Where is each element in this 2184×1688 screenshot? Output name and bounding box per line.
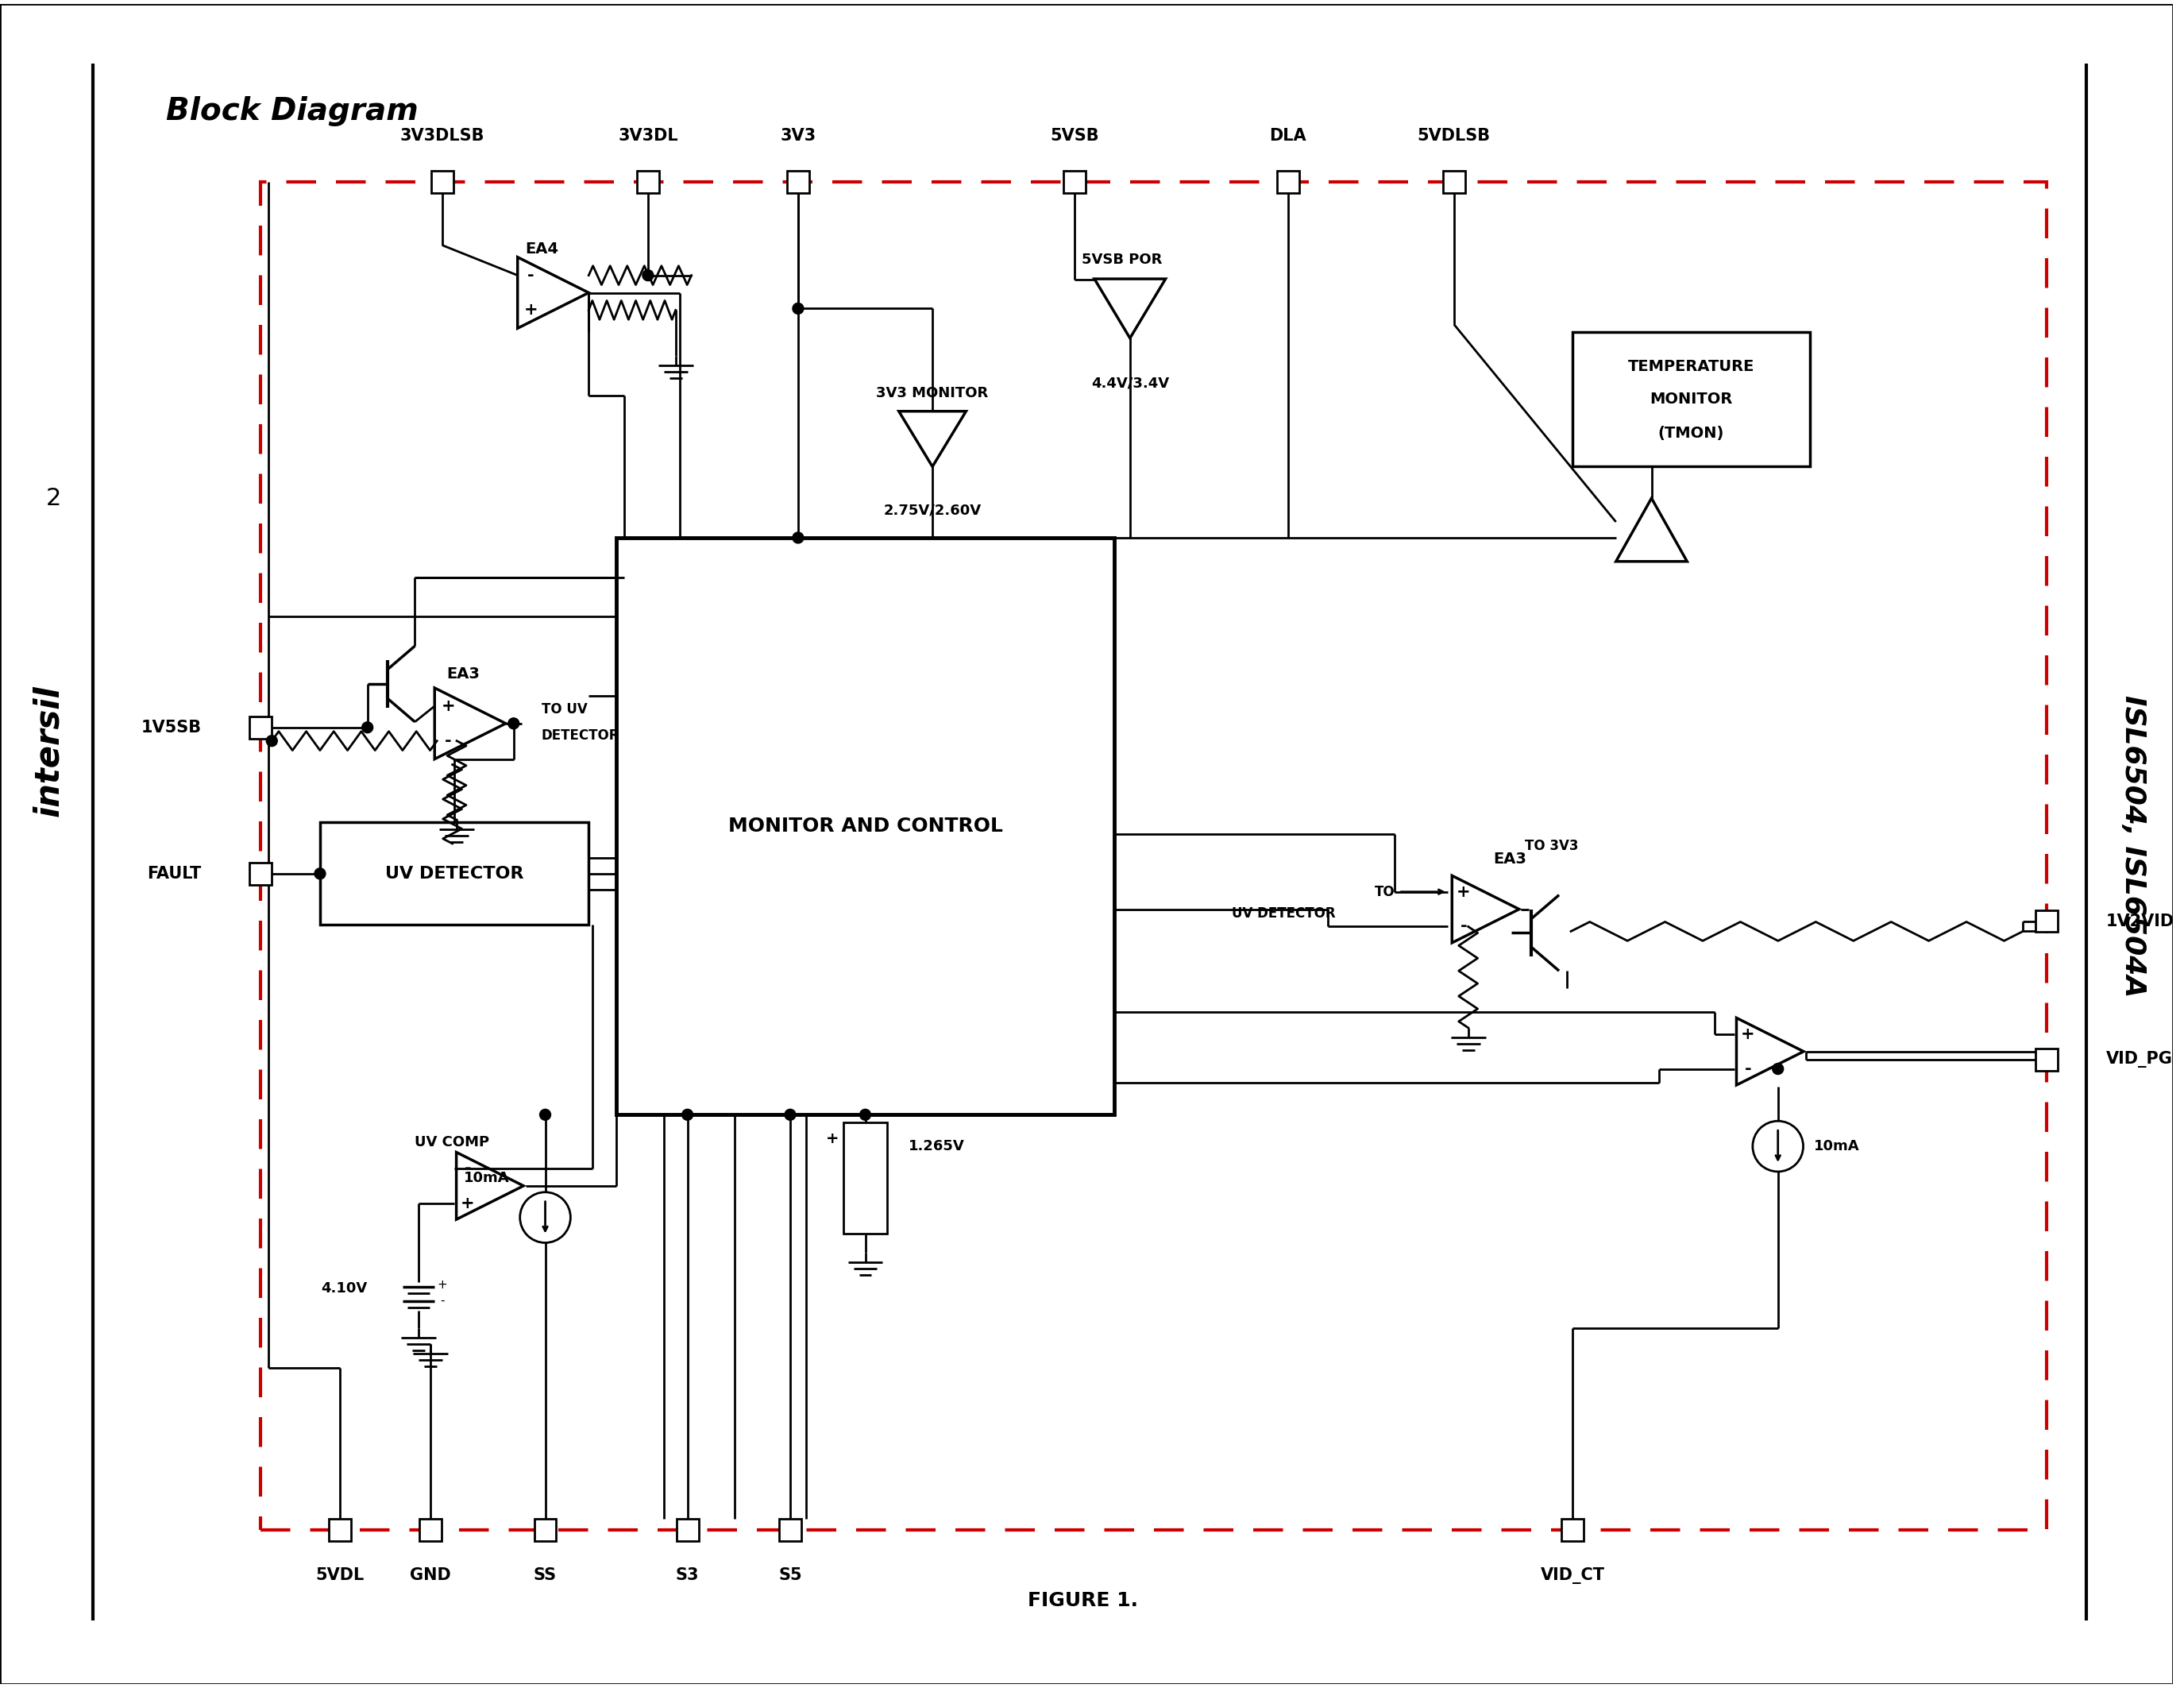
Text: MONITOR: MONITOR bbox=[1649, 392, 1732, 407]
Text: -: - bbox=[529, 267, 535, 284]
Text: 5VDL: 5VDL bbox=[314, 1568, 365, 1583]
Text: 5VDLSB: 5VDLSB bbox=[1417, 128, 1489, 143]
Text: +: + bbox=[441, 699, 454, 714]
Bar bbox=[321, 822, 590, 925]
Text: 5VSB POR: 5VSB POR bbox=[1081, 253, 1162, 267]
Text: TO UV: TO UV bbox=[542, 702, 587, 716]
Text: +: + bbox=[826, 1131, 839, 1146]
Text: -: - bbox=[1745, 1062, 1752, 1077]
Bar bbox=[419, 1519, 441, 1541]
Text: 2.75V/2.60V: 2.75V/2.60V bbox=[885, 503, 981, 517]
Bar bbox=[2035, 1048, 2057, 1070]
Bar bbox=[1444, 170, 1465, 192]
Text: GND: GND bbox=[411, 1568, 452, 1583]
Text: 3V3DLSB: 3V3DLSB bbox=[400, 128, 485, 143]
Circle shape bbox=[363, 722, 373, 733]
Text: DLA: DLA bbox=[1269, 128, 1306, 143]
Circle shape bbox=[793, 532, 804, 544]
Bar bbox=[1064, 170, 1085, 192]
Bar bbox=[786, 170, 808, 192]
Text: +: + bbox=[461, 1195, 474, 1212]
Text: 10mA: 10mA bbox=[1813, 1139, 1859, 1153]
Text: 3V3: 3V3 bbox=[780, 128, 817, 143]
Text: +: + bbox=[1741, 1026, 1756, 1041]
Text: (TMON): (TMON) bbox=[1658, 425, 1723, 441]
Circle shape bbox=[539, 1109, 550, 1121]
Bar bbox=[616, 538, 1114, 1114]
Text: +: + bbox=[1457, 885, 1470, 900]
Text: 5VSB: 5VSB bbox=[1051, 128, 1099, 143]
Text: 1V2VID: 1V2VID bbox=[2105, 913, 2175, 928]
Bar bbox=[1572, 333, 1811, 466]
Text: -: - bbox=[465, 1161, 472, 1177]
Text: 1V5SB: 1V5SB bbox=[142, 719, 201, 736]
Bar bbox=[1562, 1519, 1583, 1541]
Text: ISL6504, ISL6504A: ISL6504, ISL6504A bbox=[2121, 695, 2147, 998]
Text: -: - bbox=[446, 733, 452, 749]
Text: VID_CT: VID_CT bbox=[1540, 1566, 1605, 1583]
Bar bbox=[432, 170, 454, 192]
Circle shape bbox=[681, 1109, 692, 1121]
Circle shape bbox=[1773, 1063, 1784, 1074]
Text: TO: TO bbox=[1374, 885, 1396, 900]
Circle shape bbox=[860, 1109, 871, 1121]
Text: FIGURE 1.: FIGURE 1. bbox=[1026, 1592, 1138, 1610]
Text: DETECTOR: DETECTOR bbox=[542, 728, 620, 743]
Circle shape bbox=[784, 1109, 795, 1121]
Text: S3: S3 bbox=[675, 1568, 699, 1583]
Text: -: - bbox=[441, 1295, 446, 1307]
Text: S5: S5 bbox=[778, 1568, 802, 1583]
Circle shape bbox=[266, 736, 277, 746]
Text: 3V3DL: 3V3DL bbox=[618, 128, 677, 143]
Bar bbox=[535, 1519, 557, 1541]
Text: TO 3V3: TO 3V3 bbox=[1524, 839, 1579, 852]
Bar bbox=[638, 170, 660, 192]
Text: UV COMP: UV COMP bbox=[415, 1136, 489, 1150]
Circle shape bbox=[642, 270, 653, 280]
Text: 10mA: 10mA bbox=[463, 1171, 509, 1185]
Bar bbox=[1278, 170, 1299, 192]
Text: SS: SS bbox=[533, 1568, 557, 1583]
Bar bbox=[2035, 910, 2057, 932]
Bar bbox=[249, 863, 271, 885]
Text: 3V3 MONITOR: 3V3 MONITOR bbox=[876, 387, 989, 400]
Text: FAULT: FAULT bbox=[146, 866, 201, 881]
Text: -: - bbox=[1461, 918, 1468, 935]
Circle shape bbox=[314, 868, 325, 879]
Text: MONITOR AND CONTROL: MONITOR AND CONTROL bbox=[727, 817, 1002, 836]
Circle shape bbox=[793, 302, 804, 314]
Text: EA3: EA3 bbox=[446, 667, 480, 682]
Bar bbox=[260, 182, 2046, 1529]
Text: Block Diagram: Block Diagram bbox=[166, 96, 419, 127]
Text: 4.4V/3.4V: 4.4V/3.4V bbox=[1092, 376, 1168, 390]
Text: VID_PG: VID_PG bbox=[2105, 1052, 2173, 1069]
Text: intersil: intersil bbox=[33, 685, 66, 817]
Bar bbox=[330, 1519, 352, 1541]
Text: TEMPERATURE: TEMPERATURE bbox=[1627, 358, 1754, 373]
Text: 2: 2 bbox=[46, 486, 61, 510]
Bar bbox=[249, 716, 271, 738]
Text: 4.10V: 4.10V bbox=[321, 1281, 367, 1296]
Circle shape bbox=[509, 717, 520, 729]
Text: EA4: EA4 bbox=[526, 241, 559, 257]
Text: +: + bbox=[437, 1280, 448, 1291]
Text: 1.265V: 1.265V bbox=[909, 1139, 965, 1153]
Text: +: + bbox=[524, 302, 537, 317]
Text: EA3: EA3 bbox=[1494, 852, 1527, 868]
Bar bbox=[677, 1519, 699, 1541]
Bar bbox=[843, 1123, 887, 1234]
Text: UV DETECTOR: UV DETECTOR bbox=[1232, 906, 1334, 920]
Text: UV DETECTOR: UV DETECTOR bbox=[384, 866, 524, 881]
Bar bbox=[780, 1519, 802, 1541]
